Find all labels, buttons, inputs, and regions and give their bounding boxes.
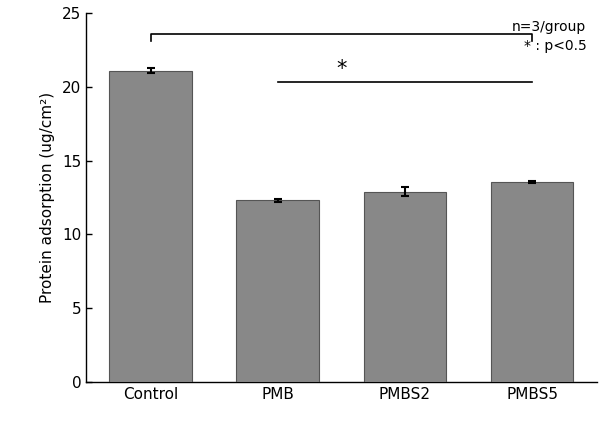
Bar (109, 71, 192, 382)
Bar (363, 191, 446, 382)
Y-axis label: Protein adsorption (ug/cm²): Protein adsorption (ug/cm²) (40, 92, 55, 303)
Bar (236, 201, 319, 382)
Bar (491, 182, 573, 382)
Text: n=3/group
* : p<0.5: n=3/group * : p<0.5 (512, 20, 586, 53)
Text: *: * (336, 59, 346, 79)
